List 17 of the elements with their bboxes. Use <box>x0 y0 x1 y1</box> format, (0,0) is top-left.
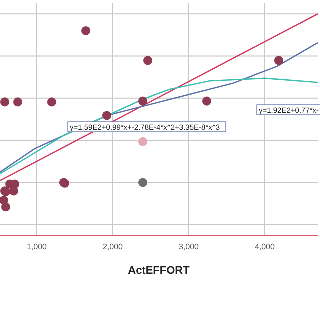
x-tick-label: 1,000 <box>26 242 48 252</box>
x-tick-label: 4,000 <box>254 242 276 252</box>
x-axis-title: ActEFFORT <box>128 265 190 277</box>
point <box>274 56 284 66</box>
x-tick-label: 2,000 <box>102 242 124 252</box>
point <box>13 98 23 107</box>
point <box>47 98 56 107</box>
point <box>138 96 148 106</box>
point <box>138 137 148 146</box>
point <box>82 26 91 36</box>
point <box>1 202 11 212</box>
point <box>0 98 10 107</box>
point <box>202 96 212 106</box>
x-tick-label: 3,000 <box>178 242 200 252</box>
point <box>144 56 153 66</box>
point <box>138 178 148 188</box>
point <box>102 111 112 120</box>
